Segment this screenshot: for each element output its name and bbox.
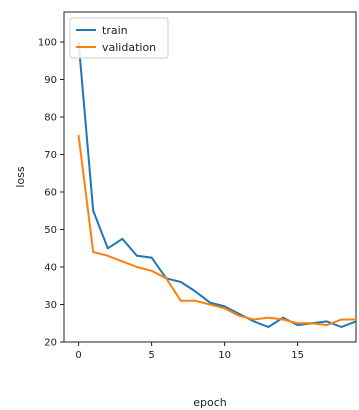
series-layer xyxy=(77,41,356,328)
y-tick-label: 80 xyxy=(44,113,57,124)
y-tick-label: 100 xyxy=(38,38,57,49)
y-axis: 20 30 40 50 60 70 80 90 100 xyxy=(38,38,64,349)
x-axis-label: epoch xyxy=(193,396,227,409)
y-tick-label: 40 xyxy=(44,263,57,274)
x-tick-label: 15 xyxy=(291,350,304,361)
x-tick-label: 10 xyxy=(218,350,231,361)
plot-frame xyxy=(63,11,357,343)
legend-label-validation: validation xyxy=(102,41,156,54)
series-line-train xyxy=(77,41,356,328)
y-tick-label: 70 xyxy=(44,150,57,161)
y-axis-label: loss xyxy=(14,166,27,188)
legend-label-train: train xyxy=(102,24,128,37)
y-tick-label: 20 xyxy=(44,338,57,349)
y-tick-label: 60 xyxy=(44,188,57,199)
plot-area xyxy=(63,11,357,343)
x-tick-label: 5 xyxy=(148,350,154,361)
y-tick-label: 30 xyxy=(44,300,57,311)
legend: train validation xyxy=(69,17,169,59)
series-line-validation xyxy=(77,134,356,327)
y-tick-label: 90 xyxy=(44,75,57,86)
x-axis: 0 5 10 15 xyxy=(75,342,304,361)
y-tick-label: 50 xyxy=(44,225,57,236)
x-tick-label: 0 xyxy=(75,350,81,361)
